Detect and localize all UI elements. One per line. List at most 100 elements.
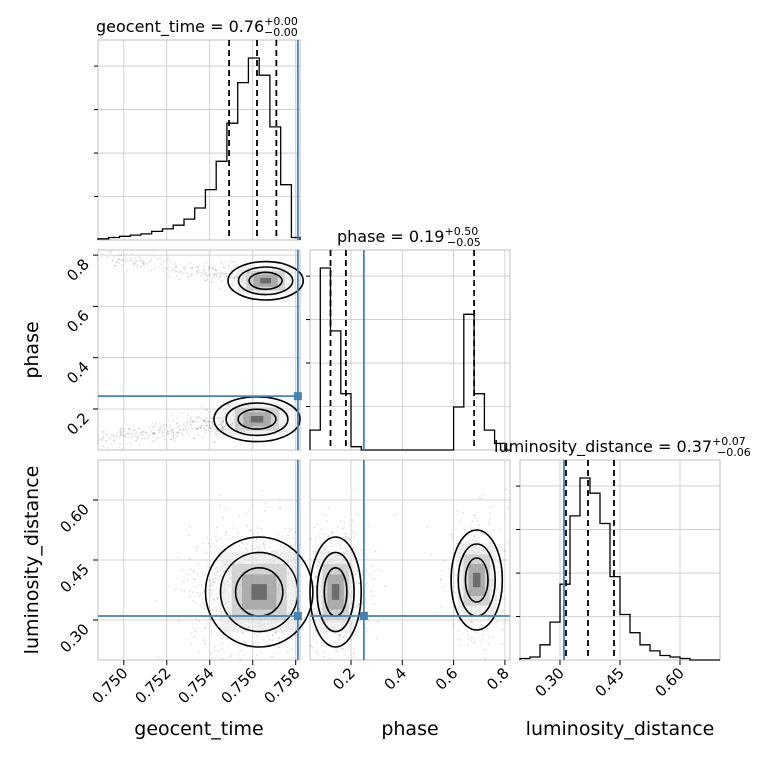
scatter-point-phase_vs_geocent_time-310 [204,432,207,435]
scatter-point-luminosity_distance_vs_geocent_time-496 [257,537,260,540]
scatter-point-luminosity_distance_vs_geocent_time-181 [255,669,257,671]
scatter-point-luminosity_distance_vs_geocent_time-55 [238,514,240,517]
scatter-point-phase_vs_geocent_time-735 [170,261,172,263]
scatter-point-luminosity_distance_vs_geocent_time-560 [303,577,305,579]
scatter-point-luminosity_distance_vs_phase-209 [315,664,317,666]
scatter-point-luminosity_distance_vs_geocent_time-48 [188,675,190,677]
scatter-point-phase_vs_geocent_time-883 [202,265,205,268]
scatter-point-luminosity_distance_vs_geocent_time-53 [272,666,274,668]
scatter-point-phase_vs_geocent_time-535 [152,425,155,427]
scatter-point-phase_vs_geocent_time-167 [142,430,145,433]
scatter-point-phase_vs_geocent_time-410 [205,421,207,424]
scatter-point-phase_vs_geocent_time-124 [222,428,225,430]
scatter-point-luminosity_distance_vs_geocent_time-43 [271,639,274,642]
scatter-point-luminosity_distance_vs_phase-131 [352,667,354,669]
scatter-point-luminosity_distance_vs_geocent_time-284 [214,535,217,538]
scatter-point-luminosity_distance_vs_geocent_time-197 [253,642,256,645]
scatter-point-luminosity_distance_vs_phase-162 [339,634,342,637]
scatter-point-phase_vs_geocent_time-376 [137,435,140,438]
title-phase-minus: −0.05 [447,236,481,249]
scatter-point-luminosity_distance_vs_geocent_time-407 [207,542,210,545]
scatter-point-luminosity_distance_vs_phase-48 [343,545,346,548]
scatter-point-luminosity_distance_vs_geocent_time-529 [256,654,258,656]
scatter-point-phase_vs_geocent_time-617 [236,276,239,279]
scatter-point-luminosity_distance_vs_geocent_time-671 [204,604,207,606]
scatter-point-luminosity_distance_vs_geocent_time-498 [299,583,300,586]
scatter-point-phase_vs_geocent_time-877 [216,272,219,275]
scatter-point-phase_vs_geocent_time-111 [112,434,115,436]
scatter-point-luminosity_distance_vs_geocent_time-682 [213,646,216,648]
scatter-point-luminosity_distance_vs_phase-229 [352,656,355,659]
scatter-point-luminosity_distance_vs_geocent_time-314 [210,652,213,655]
scatter-point-phase_vs_geocent_time-855 [162,266,165,269]
scatter-point-luminosity_distance_vs_geocent_time-8 [246,549,249,552]
scatter-point-phase_vs_geocent_time-42 [172,434,175,437]
scatter-point-phase_vs_geocent_time-274 [160,425,163,428]
scatter-point-luminosity_distance_vs_geocent_time-145 [248,510,251,512]
scatter-point-phase_vs_geocent_time-344 [106,447,108,449]
scatter-point-luminosity_distance_vs_phase-29 [322,546,325,549]
scatter-point-luminosity_distance_vs_phase-57 [338,639,341,641]
scatter-point-luminosity_distance_vs_phase-645 [503,598,505,601]
scatter-point-phase_vs_geocent_time-756 [194,266,197,269]
scatter-point-luminosity_distance_vs_phase-826 [501,629,504,631]
scatter-point-luminosity_distance_vs_phase-453 [337,644,340,647]
scatter-point-luminosity_distance_vs_geocent_time-866 [289,529,291,531]
scatter-point-phase_vs_geocent_time-24 [218,417,221,420]
scatter-point-phase_vs_geocent_time-383 [112,435,115,437]
scatter-point-phase_vs_geocent_time-405 [203,426,206,429]
scatter-point-luminosity_distance_vs_phase-665 [470,620,473,623]
scatter-point-phase_vs_geocent_time-778 [167,259,169,262]
scatter-point-luminosity_distance_vs_phase-771 [451,537,454,539]
scatter-point-luminosity_distance_vs_phase-732 [478,497,481,499]
scatter-point-luminosity_distance_vs_phase-638 [479,620,482,623]
scatter-point-luminosity_distance_vs_phase-368 [339,519,342,522]
scatter-point-phase_vs_geocent_time-450 [221,423,224,426]
scatter-point-phase_vs_geocent_time-179 [116,432,118,434]
scatter-point-phase_vs_geocent_time-764 [110,250,112,253]
scatter-point-luminosity_distance_vs_phase-3 [357,602,360,605]
scatter-point-luminosity_distance_vs_geocent_time-471 [246,542,249,545]
title-geocent-time-plus: +0.00 [264,15,298,28]
scatter-point-phase_vs_geocent_time-459 [187,427,190,430]
scatter-point-phase_vs_geocent_time-204 [213,441,216,444]
scatter-point-phase_vs_geocent_time-505 [207,424,210,427]
scatter-point-luminosity_distance_vs_phase-265 [307,562,309,564]
scatter-point-luminosity_distance_vs_geocent_time-815 [209,618,212,621]
scatter-point-phase_vs_geocent_time-393 [166,430,169,433]
scatter-point-phase_vs_geocent_time-90 [167,430,170,433]
scatter-point-luminosity_distance_vs_geocent_time-889 [304,634,306,636]
title-geocent-time-median: 0.76 [229,17,265,36]
scatter-point-luminosity_distance_vs_geocent_time-347 [205,612,208,615]
scatter-point-phase_vs_geocent_time-113 [127,432,129,435]
ytick-label-phase-1: 0.4 [63,358,93,388]
scatter-point-phase_vs_geocent_time-430 [222,426,225,428]
scatter-point-luminosity_distance_vs_phase-13 [329,657,332,660]
scatter-point-luminosity_distance_vs_geocent_time-268 [298,600,300,603]
scatter-point-phase_vs_geocent_time-270 [221,418,224,421]
scatter-point-luminosity_distance_vs_phase-710 [489,512,491,515]
scatter-point-phase_vs_geocent_time-454 [207,421,210,424]
scatter-point-phase_vs_geocent_time-273 [195,427,198,430]
scatter-point-luminosity_distance_vs_phase-664 [469,528,472,530]
scatter-point-phase_vs_geocent_time-572 [182,267,185,269]
scatter-point-phase_vs_geocent_time-710 [235,265,238,268]
scatter-point-luminosity_distance_vs_geocent_time-422 [278,506,280,509]
scatter-point-phase_vs_geocent_time-174 [193,420,196,423]
scatter-point-luminosity_distance_vs_phase-850 [434,612,437,614]
scatter-point-luminosity_distance_vs_phase-843 [502,590,505,592]
scatter-point-luminosity_distance_vs_phase-807 [458,619,461,622]
scatter-point-phase_vs_geocent_time-235 [141,434,144,437]
scatter-point-phase_vs_geocent_time-236 [171,431,174,434]
scatter-point-luminosity_distance_vs_geocent_time-580 [255,634,258,637]
scatter-point-luminosity_distance_vs_geocent_time-450 [199,583,201,586]
scatter-point-luminosity_distance_vs_phase-197 [329,641,331,643]
scatter-point-luminosity_distance_vs_geocent_time-220 [214,568,217,571]
scatter-point-luminosity_distance_vs_phase-546 [310,567,312,569]
scatter-point-luminosity_distance_vs_geocent_time-276 [213,588,216,591]
scatter-point-luminosity_distance_vs_phase-490 [349,539,351,541]
scatter-point-phase_vs_geocent_time-678 [168,275,171,278]
scatter-point-phase_vs_geocent_time-750 [141,261,144,264]
xtick-label-phase-1: 0.4 [381,664,411,694]
scatter-point-phase_vs_geocent_time-307 [153,432,156,435]
